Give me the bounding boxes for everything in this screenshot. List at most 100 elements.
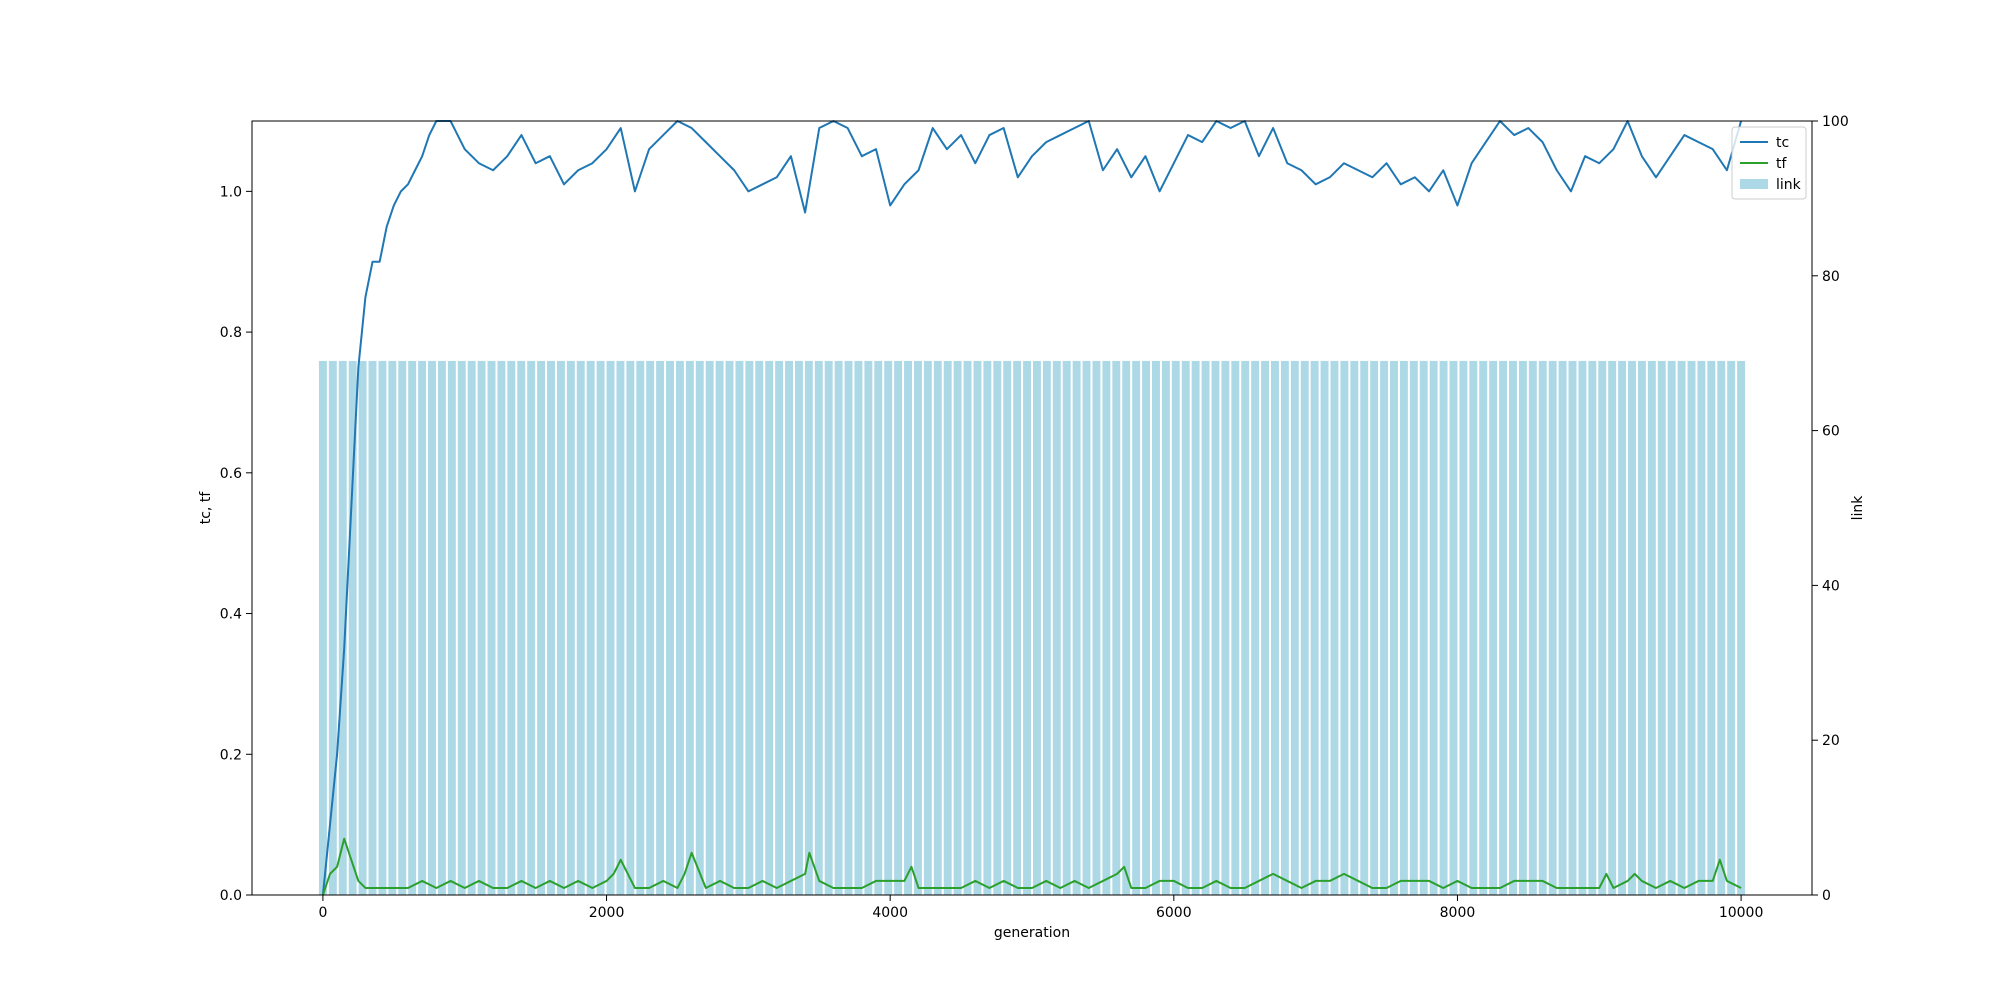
link-bar: [1637, 360, 1646, 895]
link-bar: [1251, 360, 1260, 895]
link-bar: [497, 360, 506, 895]
link-bar: [328, 360, 337, 895]
link-bar: [656, 360, 665, 895]
link-bar: [1618, 360, 1627, 895]
link-bar: [824, 360, 833, 895]
y-right-tick-label: 0: [1822, 888, 1831, 904]
link-bar: [1429, 360, 1438, 895]
link-bar: [517, 360, 526, 895]
link-bar: [993, 360, 1002, 895]
link-bar: [1509, 360, 1517, 895]
x-tick-label: 8000: [1440, 905, 1476, 921]
plot-frame: [251, 120, 1813, 896]
link-bar: [1261, 360, 1270, 895]
link-bar: [1032, 360, 1041, 895]
link-bar: [854, 360, 863, 895]
x-tick-label: 4000: [872, 905, 908, 921]
link-bar: [745, 360, 754, 895]
link-bar: [566, 360, 575, 895]
link-bar: [765, 360, 774, 895]
link-bar: [1647, 360, 1656, 895]
link-bar: [1241, 360, 1250, 895]
link-bar: [715, 360, 724, 895]
series-line-tf: [321, 837, 1742, 896]
y-axis-left-label: tc, tf: [198, 491, 214, 525]
link-bar: [1489, 360, 1498, 895]
link-bar: [1052, 360, 1061, 895]
link-bar: [378, 360, 387, 895]
link-bar: [616, 360, 625, 895]
link-bar: [1409, 360, 1418, 895]
link-bar: [834, 360, 843, 895]
series-lines: [321, 120, 1743, 896]
link-bar: [1231, 360, 1240, 895]
link-bar: [1171, 360, 1180, 895]
link-bar: [666, 360, 674, 895]
link-bars: [318, 360, 1746, 895]
link-bar: [547, 360, 555, 895]
link-bar: [983, 360, 992, 895]
link-bar: [685, 360, 694, 895]
link-bar: [527, 360, 536, 895]
link-bar: [1588, 360, 1597, 895]
link-bar: [1390, 360, 1398, 895]
link-bar: [1677, 360, 1686, 895]
link-bar: [874, 360, 883, 895]
link-bar: [477, 360, 486, 895]
link-bar: [1042, 360, 1051, 895]
y-left-tick-label: 0.0: [220, 888, 242, 904]
link-bar: [467, 360, 476, 895]
link-bar: [814, 360, 823, 895]
link-bar: [804, 360, 813, 895]
link-bar: [1568, 360, 1577, 895]
legend-label-tf: tf: [1776, 156, 1787, 172]
link-bar: [1062, 360, 1071, 895]
link-bar: [1211, 360, 1220, 895]
link-bar: [943, 360, 952, 895]
link-bar: [1221, 360, 1230, 895]
link-bar: [1697, 360, 1706, 895]
y-right-tick-label: 60: [1822, 424, 1840, 440]
link-bar: [1290, 360, 1299, 895]
link-bar: [1003, 360, 1012, 895]
link-bar: [913, 360, 922, 895]
link-bar: [1310, 360, 1319, 895]
link-bar: [1548, 360, 1557, 895]
link-bar: [586, 360, 595, 895]
link-bar: [1717, 360, 1726, 895]
link-bar: [1419, 360, 1428, 895]
link-bar: [675, 360, 684, 895]
link-bar: [864, 360, 873, 895]
link-bar: [1350, 360, 1359, 895]
link-bar: [537, 360, 546, 895]
link-bar: [1082, 360, 1091, 895]
y-left-tick-label: 0.4: [220, 607, 242, 623]
y-axis-left: 0.0 0.2 0.4 0.6 0.8 1.0: [220, 184, 252, 904]
link-bar: [1161, 360, 1170, 895]
x-tick-label: 10000: [1719, 905, 1764, 921]
link-bar: [1142, 360, 1151, 895]
link-bar: [1628, 360, 1636, 895]
link-bar: [1360, 360, 1369, 895]
y-axis-right: 0 20 40 60 80 100: [1812, 114, 1849, 904]
link-bar: [408, 360, 417, 895]
link-bar: [1439, 360, 1448, 895]
link-bar: [904, 360, 912, 895]
link-bar: [606, 360, 615, 895]
link-bar: [1122, 360, 1131, 895]
y-right-tick-label: 20: [1822, 733, 1840, 749]
x-tick-label: 0: [318, 905, 327, 921]
link-bar: [428, 360, 436, 895]
link-bar: [1687, 360, 1696, 895]
link-bar: [447, 360, 456, 895]
link-bar: [1152, 360, 1160, 895]
link-bar: [626, 360, 635, 895]
link-bar: [1538, 360, 1547, 895]
link-bar: [418, 360, 427, 895]
link-bar: [1499, 360, 1508, 895]
link-bar: [1469, 360, 1478, 895]
link-bar: [1737, 360, 1746, 895]
link-bar: [1528, 360, 1537, 895]
